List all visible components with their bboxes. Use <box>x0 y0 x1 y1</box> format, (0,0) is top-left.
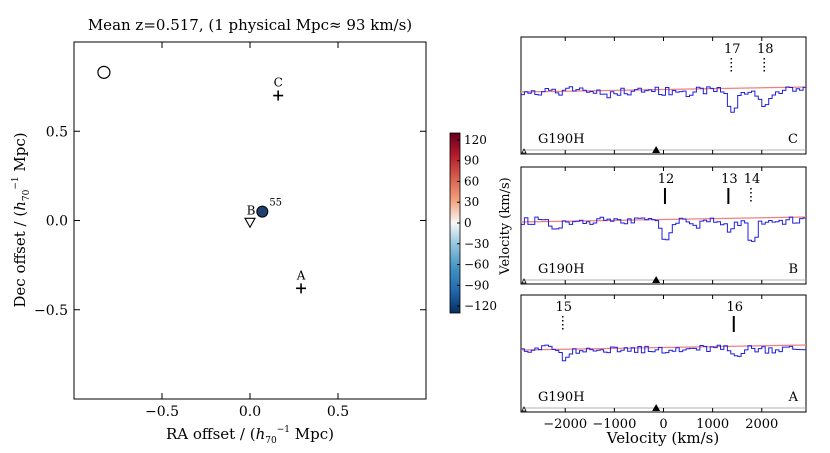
spectrum-panel-A: 15 16 G190H A <box>520 294 807 413</box>
colorbar-tick-label: −120 <box>464 299 497 313</box>
spectrum-panel-B: 12 13 14 G190H B <box>520 166 807 285</box>
absorber-18-label: 18 <box>757 42 774 57</box>
sightline-panel-label: C <box>788 132 798 147</box>
sightline-panel-label: A <box>788 390 799 405</box>
map-x-ticks: −0.5 0.0 0.5 <box>145 42 349 420</box>
sightline-B-marker <box>244 217 256 229</box>
sightline-B-label: B <box>247 203 256 217</box>
galaxy-55-label: 55 <box>269 198 282 209</box>
map-y-ticks: −0.5 0.0 0.5 <box>34 124 426 319</box>
map-x-tick-label: 0.0 <box>239 404 261 420</box>
continuum-line <box>520 86 807 93</box>
absorber-16-label: 16 <box>726 300 743 315</box>
map-y-tick-label: −0.5 <box>34 303 68 319</box>
map-y-tick-label: 0.0 <box>46 214 68 230</box>
spectra-x-axis-label: Velocity (km/s) <box>606 429 719 447</box>
grating-label: G190H <box>538 262 585 277</box>
chart-title: Mean z=0.517, (1 physical Mpc≈ 93 km/s) <box>88 16 412 34</box>
spectra-y-axis-label: Velocity (km/s) <box>498 177 513 275</box>
galaxy-55-marker <box>256 205 269 218</box>
spectrum-line <box>521 86 806 113</box>
sightline-C-label: C <box>274 76 283 90</box>
colorbar-tick-label: −30 <box>464 237 489 251</box>
absorber-17-label: 17 <box>724 42 741 57</box>
continuum-line <box>520 344 807 351</box>
colorbar-tick-label: 0 <box>464 216 472 230</box>
grating-label: G190H <box>538 132 585 147</box>
absorber-12-label: 12 <box>658 172 675 187</box>
spectrum-panel-C: 17 18 G190H C <box>520 36 807 155</box>
sightline-panel-label: B <box>788 262 798 277</box>
map-x-tick-label: 0.5 <box>327 404 349 420</box>
spectrum-x-tick-label: 2000 <box>745 417 778 432</box>
spectrum-line <box>521 216 806 242</box>
absorber-14-label: 14 <box>744 172 761 187</box>
map-markers: C B A 55 <box>97 65 307 294</box>
colorbar-tick-label: 30 <box>464 195 479 209</box>
edge-triangle-marker <box>521 406 527 412</box>
map-plot-frame <box>73 41 427 400</box>
map-x-tick-label: −0.5 <box>145 404 179 420</box>
colorbar-tick-label: 90 <box>464 154 479 168</box>
velocity-colorbar: 120 90 60 30 0 −30 −60 −90 −120 <box>449 132 497 314</box>
absorber-13-label: 13 <box>721 172 738 187</box>
colorbar-tick-label: 120 <box>464 133 487 147</box>
galaxy-velocity-marker <box>652 146 661 153</box>
colorbar-ticks: 120 90 60 30 0 −30 −60 −90 −120 <box>457 133 497 313</box>
galaxy-velocity-marker <box>652 276 661 283</box>
colorbar-tick-label: −60 <box>464 258 489 272</box>
sightline-C-marker <box>273 90 284 101</box>
colorbar-tick-label: −90 <box>464 278 489 292</box>
galaxy-velocity-marker <box>652 404 661 411</box>
edge-triangle-marker <box>521 148 527 154</box>
spectrum-x-tick-label: −1000 <box>592 417 636 432</box>
sightline-A-marker <box>296 283 307 294</box>
sky-map-panel: Mean z=0.517, (1 physical Mpc≈ 93 km/s) … <box>11 16 427 446</box>
edge-triangle-marker <box>521 278 527 284</box>
sightline-A-label: A <box>296 268 306 282</box>
colorbar-tick-label: 60 <box>464 174 479 188</box>
continuum-line <box>520 216 807 223</box>
spectrum-x-tick-label: 1000 <box>696 417 729 432</box>
map-y-tick-label: 0.5 <box>46 124 68 140</box>
spectrum-x-tick-label: 0 <box>659 417 667 432</box>
spectra-panels: 17 18 G190H C 12 13 14 G190H B 15 16 G190H A −2000 −10… <box>498 36 807 447</box>
reference-open-circle <box>97 65 111 79</box>
map-x-axis-label: RA offset / (h70−1 Mpc) <box>166 425 334 446</box>
spectrum-line <box>521 344 806 362</box>
map-y-axis-label: Dec offset / (h70−1 Mpc) <box>11 132 32 307</box>
absorber-15-label: 15 <box>555 300 572 315</box>
grating-label: G190H <box>538 390 585 405</box>
spectrum-x-tick-label: −2000 <box>543 417 587 432</box>
